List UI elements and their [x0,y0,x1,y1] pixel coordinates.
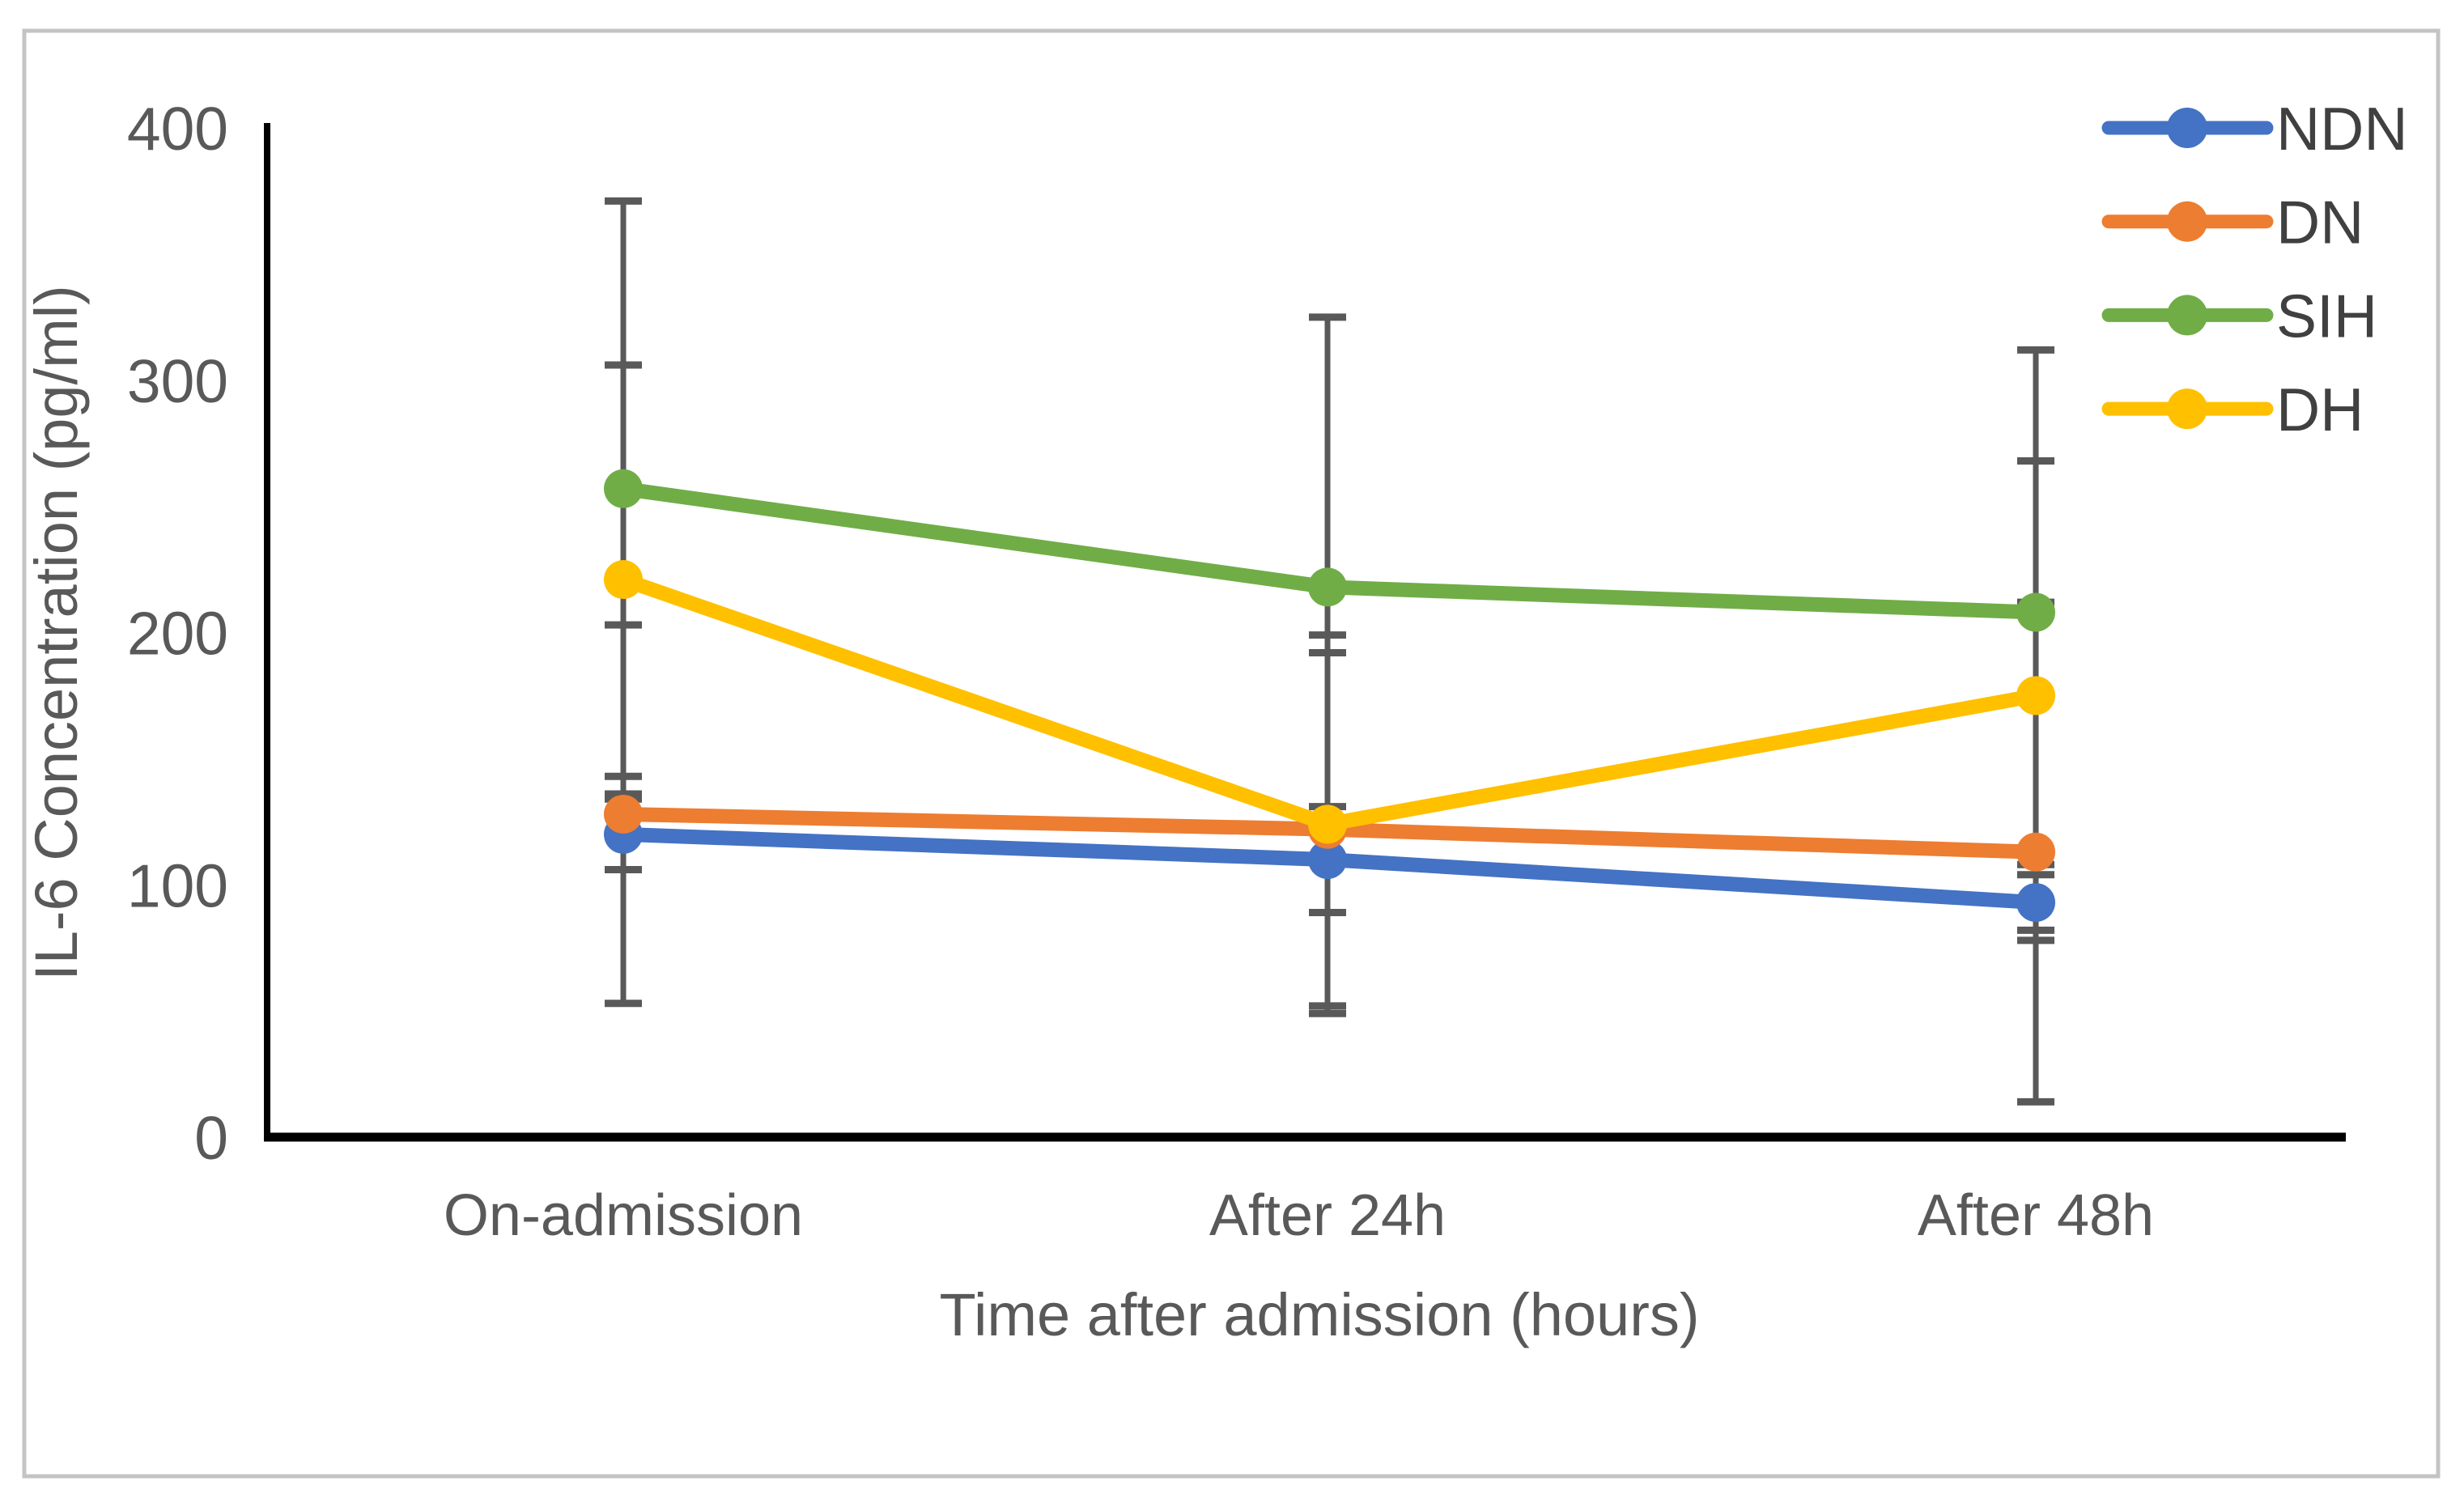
legend-label-DN: DN [2276,189,2364,257]
data-point-DH-0 [604,560,643,600]
legend-marker-DH [2167,388,2207,430]
y-tick-label-100: 100 [127,851,228,919]
x-category-labels: On-admission After 24h After 48h [444,1183,2154,1248]
legend: NDN DN SIH DH [2101,95,2408,444]
y-tick-label-400: 400 [127,95,228,163]
data-point-DH-2 [2016,676,2055,715]
legend-label-DH: DH [2276,376,2364,444]
data-point-DH-1 [1308,804,1347,844]
x-axis-title: Time after admission (hours) [940,1281,1700,1348]
y-tick-label-300: 300 [127,347,228,415]
x-category-label-1: After 24h [1209,1183,1446,1248]
series-layer [604,469,2055,923]
figure-border [22,28,2441,1479]
x-category-label-2: After 48h [1918,1183,2154,1248]
data-point-SIH-2 [2016,592,2055,632]
data-point-DN-0 [604,794,643,834]
legend-label-SIH: SIH [2276,282,2377,350]
legend-marker-DN [2167,201,2207,242]
data-point-SIH-1 [1308,567,1347,607]
y-axis-title: IL-6 Concentration (pg/ml) [23,285,90,981]
legend-marker-SIH [2167,295,2207,336]
y-tick-label-0: 0 [194,1104,228,1172]
x-category-label-0: On-admission [444,1183,803,1248]
y-tick-label-200: 200 [127,600,228,668]
data-point-NDN-1 [1308,840,1347,880]
legend-marker-NDN [2167,108,2207,148]
legend-label-NDN: NDN [2276,95,2408,163]
data-point-DN-2 [2016,832,2055,872]
y-tick-labels: 0 100 200 300 400 [127,95,228,1172]
data-point-SIH-0 [604,469,643,508]
data-point-NDN-2 [2016,883,2055,923]
